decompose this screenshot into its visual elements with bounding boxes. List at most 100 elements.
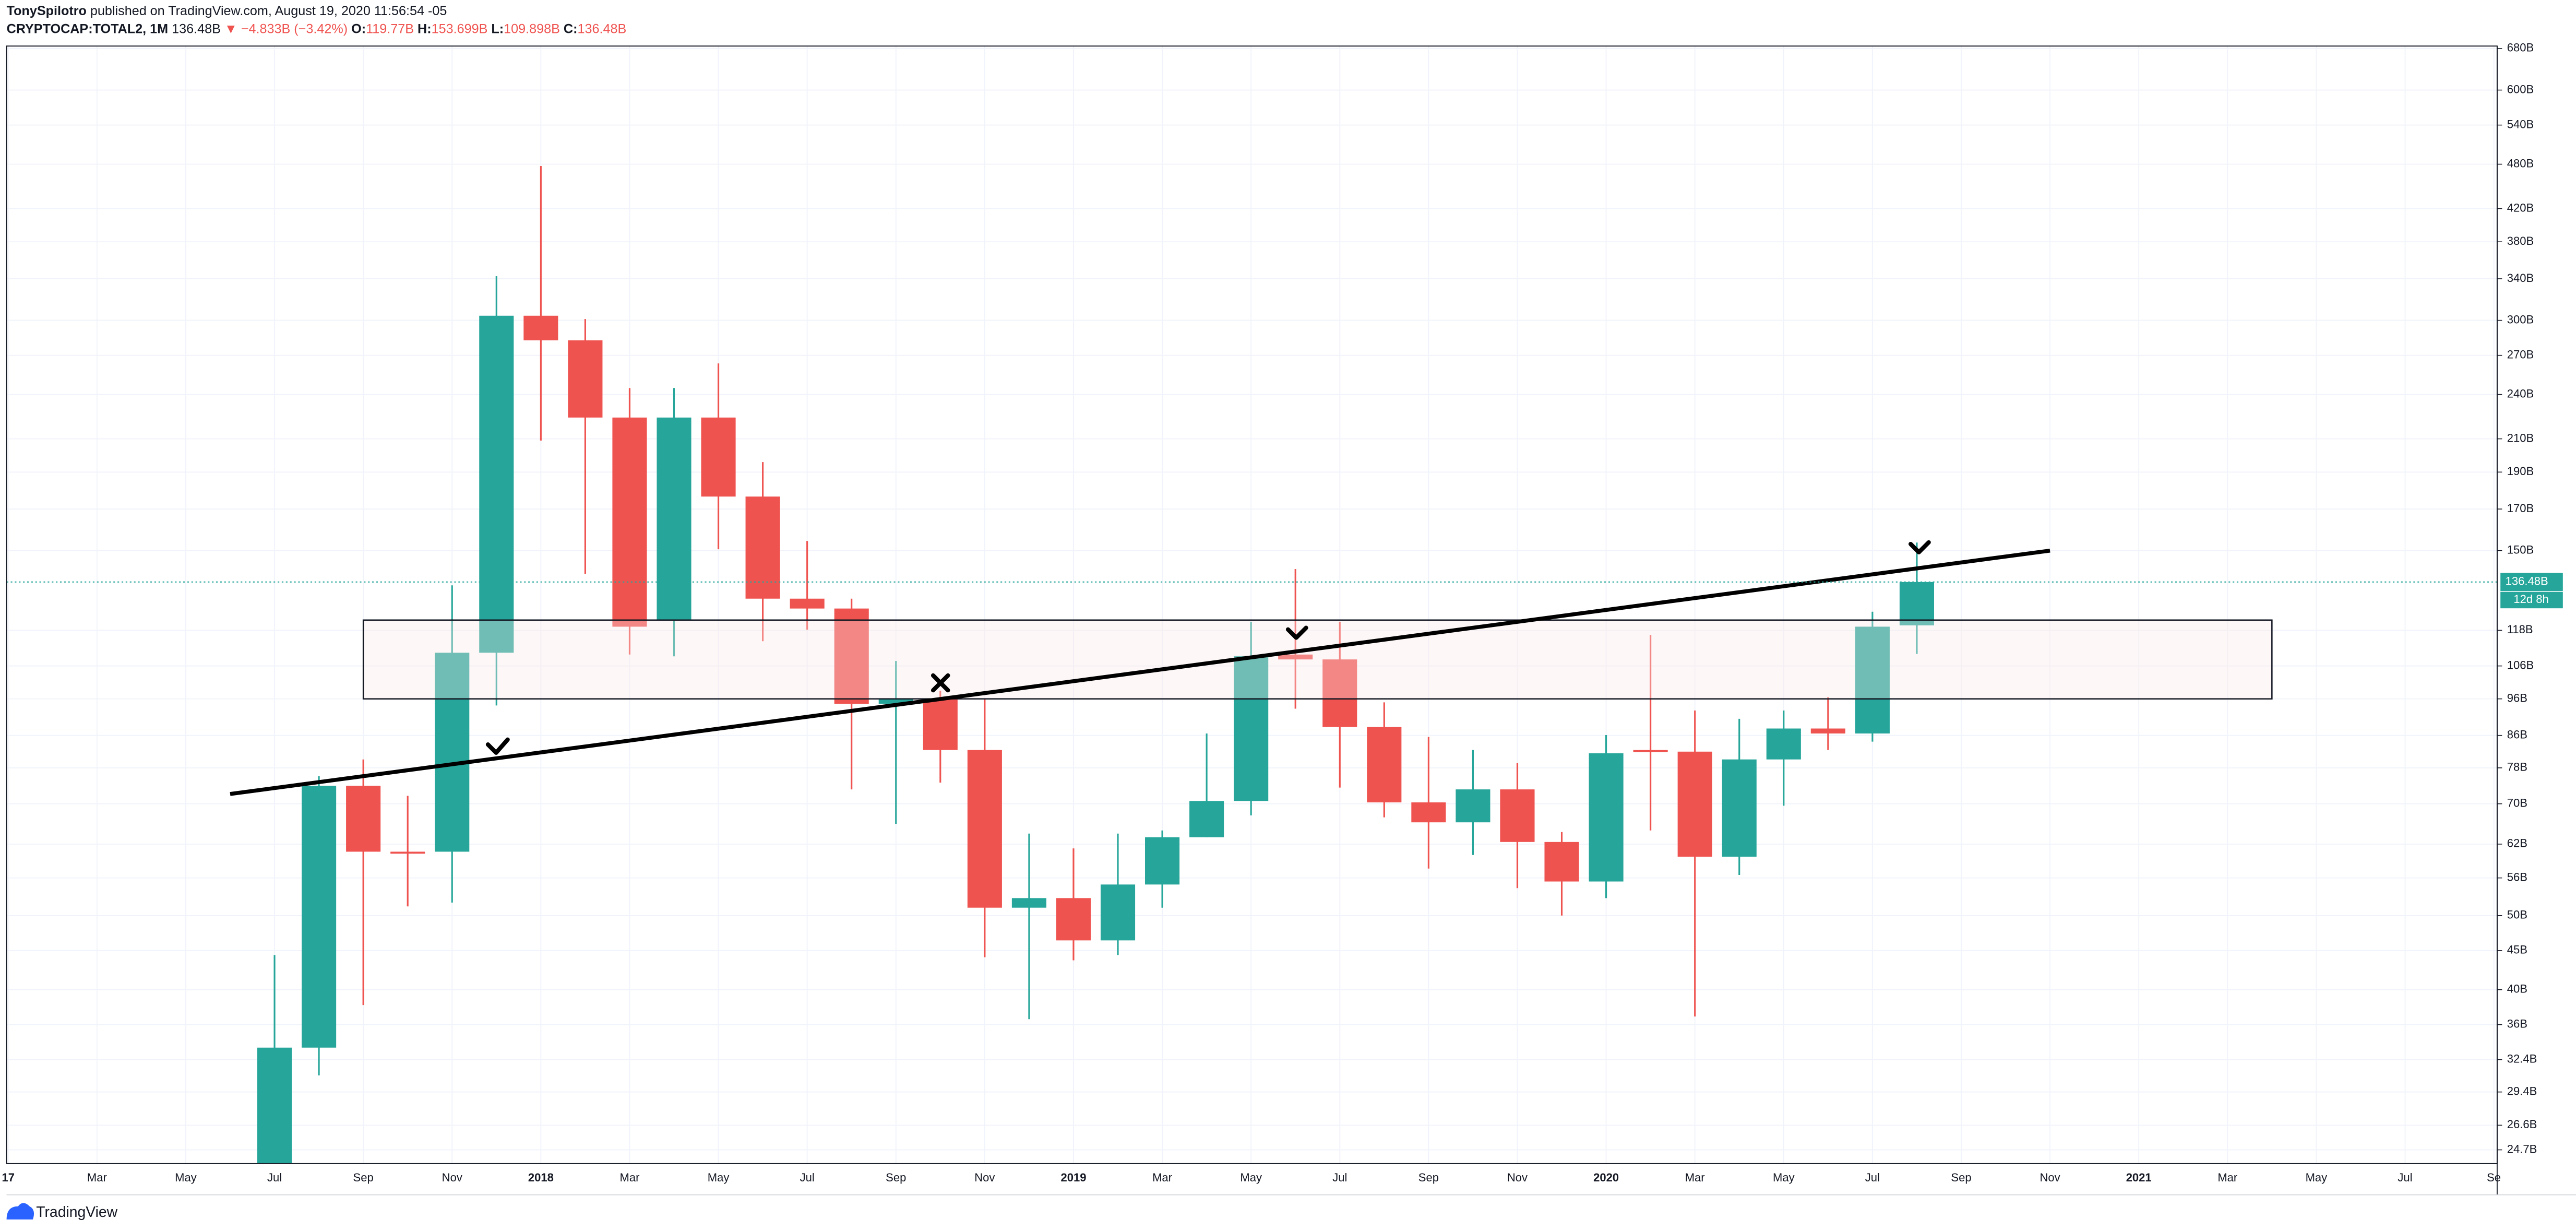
candle-body [878,699,913,704]
ohlc-label: L: [491,21,504,36]
zone [362,619,2273,700]
candle-body [257,1047,292,1164]
y-tick-label: 45B [2507,943,2527,956]
x-tick-label: Jul [1332,1171,1347,1184]
symbol: CRYPTOCAP:TOTAL2, 1M [7,21,169,36]
candle-body [1189,801,1224,837]
x-marker [931,673,950,693]
x-tick-label: May [1773,1171,1795,1184]
y-tick-label: 300B [2507,313,2534,326]
y-tick-label: 36B [2507,1017,2527,1031]
countdown: 12d 8h [2513,593,2548,606]
countdown-box [2500,591,2563,609]
x-tick-label: Nov [442,1171,462,1184]
symbol-line: CRYPTOCAP:TOTAL2, 1M 136.48B ▼ −4.833B (… [7,21,627,36]
footer-logo: TradingView [6,1203,118,1221]
candle-body [1278,654,1313,660]
price-label: 136.48B [2506,575,2548,588]
candle-body [1411,802,1446,823]
change: ▼ −4.833B (−3.42%) [224,21,348,36]
x-tick-label: 2021 [2126,1171,2152,1184]
candle-body [1633,750,1668,752]
x-tick-label: Jul [1865,1171,1880,1184]
candle-body [1500,789,1535,842]
candle-body [923,699,958,750]
candle-body [745,496,780,599]
x-tick-label: Sep [353,1171,374,1184]
candle-body [1234,656,1269,801]
x-tick-label: Jul [2398,1171,2412,1184]
x-tick-label: May [175,1171,197,1184]
candle-body [1456,789,1490,823]
candle-body [967,750,1002,908]
candle-body [523,315,558,340]
y-tick-label: 56B [2507,870,2527,883]
candle-body [701,417,736,497]
candle-body [1011,898,1046,908]
x-tick-label: 2019 [1060,1171,1086,1184]
y-tick-label: 26.6B [2507,1118,2537,1131]
y-tick-label: 86B [2507,728,2527,741]
markers [485,540,1931,755]
x-tick-label: Mar [2217,1171,2237,1184]
y-tick-label: 78B [2507,761,2527,774]
axes: 680B 600B 540B 480B 420B 380B 340B 300B 270B 240B… [2,41,2563,1184]
y-tick-label: 106B [2507,658,2534,671]
y-tick-label: 540B [2507,117,2534,131]
candle-body [1810,728,1845,733]
y-tick-label: 600B [2507,82,2534,96]
y-tick-label: 50B [2507,908,2527,921]
candle-body [657,417,691,620]
x-tick-label: May [1240,1171,1262,1184]
candle-body [1056,898,1091,941]
candle-body [1855,626,1890,733]
price-label-box [2500,573,2563,591]
y-tick-label: 170B [2507,502,2534,515]
check-marker [1285,625,1308,640]
ohlc-value: 153.699B [432,21,488,36]
x-tick-label: 2018 [528,1171,554,1184]
y-tick-label: 118B [2507,623,2533,636]
x-tick-label: Nov [1507,1171,1528,1184]
y-tick-label: 150B [2507,543,2534,557]
footer-text: TradingView [36,1204,117,1221]
ohlc-value: 119.77B [366,21,414,36]
check-marker [1908,540,1931,554]
candle-body [1145,837,1180,885]
candle-body [479,315,514,653]
y-tick-label: 190B [2507,465,2534,478]
x-tick-label: 2020 [1593,1171,1619,1184]
candle-body [568,340,603,418]
x-tick-label: Se [2487,1171,2501,1184]
last: 136.48B [172,21,221,36]
x-tick-label: Mar [1152,1171,1172,1184]
y-tick-label: 270B [2507,348,2534,361]
grid [6,46,2497,1164]
candle-body [435,653,470,852]
y-tick-label: 24.7B [2507,1142,2537,1155]
header-line: TonySpilotro published on TradingView.co… [7,4,447,18]
y-tick-label: 40B [2507,983,2527,996]
ohlc-value: 136.48B [577,21,626,36]
candles [257,165,1934,1164]
x-tick-label: May [2306,1171,2328,1184]
y-tick-label: 480B [2507,157,2534,170]
candle-body [1367,727,1402,802]
x-tick-label: Sep [886,1171,906,1184]
candle-body [790,598,825,609]
candle-body [612,417,647,627]
y-tick-label: 62B [2507,837,2527,850]
candle-body [1899,582,1934,625]
y-tick-label: 380B [2507,234,2534,247]
x-tick-label: 17 [2,1171,15,1184]
x-tick-label: Mar [619,1171,639,1184]
x-tick-label: Nov [2040,1171,2060,1184]
ohlc-label: O: [351,21,366,36]
ohlc-label: H: [418,21,432,36]
candle-body [1100,884,1136,941]
x-tick-label: Jul [800,1171,815,1184]
drawings [6,548,2497,796]
y-tick-label: 32.4B [2507,1052,2537,1066]
y-tick-label: 420B [2507,201,2534,214]
